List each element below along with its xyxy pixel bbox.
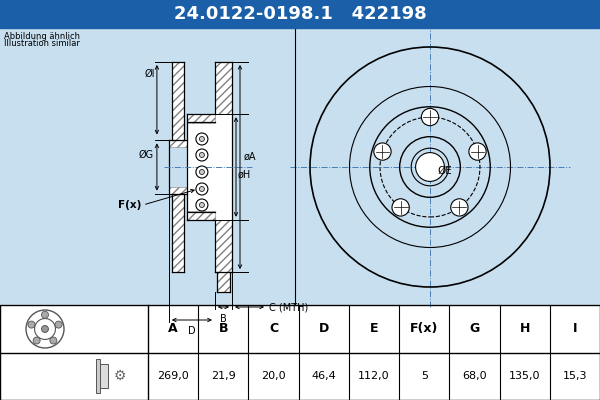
Bar xyxy=(169,140,187,148)
Text: 20,0: 20,0 xyxy=(261,371,286,381)
Circle shape xyxy=(33,337,40,344)
Circle shape xyxy=(199,170,205,174)
Text: øH: øH xyxy=(238,170,251,180)
Circle shape xyxy=(469,143,486,160)
Circle shape xyxy=(196,199,208,211)
Text: A: A xyxy=(168,322,178,335)
Text: D: D xyxy=(188,326,196,336)
Text: B: B xyxy=(220,314,227,324)
Text: 24.0122-0198.1   422198: 24.0122-0198.1 422198 xyxy=(173,5,427,23)
Bar xyxy=(215,220,232,272)
Text: B: B xyxy=(218,322,228,335)
Text: øA: øA xyxy=(244,152,257,162)
Text: F(x): F(x) xyxy=(118,200,141,210)
Text: Abbildung ähnlich: Abbildung ähnlich xyxy=(4,32,80,41)
Text: D: D xyxy=(319,322,329,335)
Bar xyxy=(0,0,600,28)
Text: H: H xyxy=(520,322,530,335)
Circle shape xyxy=(196,133,208,145)
Bar xyxy=(215,62,232,114)
Circle shape xyxy=(41,326,49,332)
Circle shape xyxy=(374,143,391,160)
Circle shape xyxy=(199,186,205,192)
Text: ØI: ØI xyxy=(145,69,155,79)
Bar xyxy=(172,62,184,140)
Circle shape xyxy=(50,337,57,344)
Text: F(x): F(x) xyxy=(410,322,439,335)
Circle shape xyxy=(55,321,62,328)
Circle shape xyxy=(196,166,208,178)
Circle shape xyxy=(421,108,439,126)
Bar xyxy=(96,359,100,393)
Text: 46,4: 46,4 xyxy=(311,371,336,381)
Text: 135,0: 135,0 xyxy=(509,371,541,381)
Text: Illustration similar: Illustration similar xyxy=(4,39,80,48)
Text: 112,0: 112,0 xyxy=(358,371,390,381)
Circle shape xyxy=(451,199,468,216)
Circle shape xyxy=(41,311,49,318)
Text: ØG: ØG xyxy=(139,150,154,160)
Text: C: C xyxy=(269,322,278,335)
Text: E: E xyxy=(370,322,378,335)
Bar xyxy=(187,211,215,220)
Circle shape xyxy=(392,199,409,216)
Text: C (MTH): C (MTH) xyxy=(269,302,308,312)
Bar xyxy=(0,305,600,400)
Bar xyxy=(172,194,184,272)
Text: ØE: ØE xyxy=(437,166,452,176)
Text: 269,0: 269,0 xyxy=(157,371,189,381)
Bar xyxy=(217,272,230,292)
Circle shape xyxy=(28,321,35,328)
Circle shape xyxy=(196,183,208,195)
Text: 15,3: 15,3 xyxy=(563,371,587,381)
Circle shape xyxy=(196,149,208,161)
Circle shape xyxy=(199,202,205,208)
Text: 5: 5 xyxy=(421,371,428,381)
Text: I: I xyxy=(572,322,577,335)
Bar xyxy=(187,114,232,220)
Text: 21,9: 21,9 xyxy=(211,371,236,381)
Bar xyxy=(100,364,108,388)
Text: 68,0: 68,0 xyxy=(462,371,487,381)
Circle shape xyxy=(199,136,205,142)
Text: ⚙: ⚙ xyxy=(114,369,126,383)
Bar xyxy=(169,186,187,194)
Circle shape xyxy=(416,152,445,182)
Circle shape xyxy=(199,152,205,158)
Text: G: G xyxy=(469,322,479,335)
Bar xyxy=(187,114,215,123)
